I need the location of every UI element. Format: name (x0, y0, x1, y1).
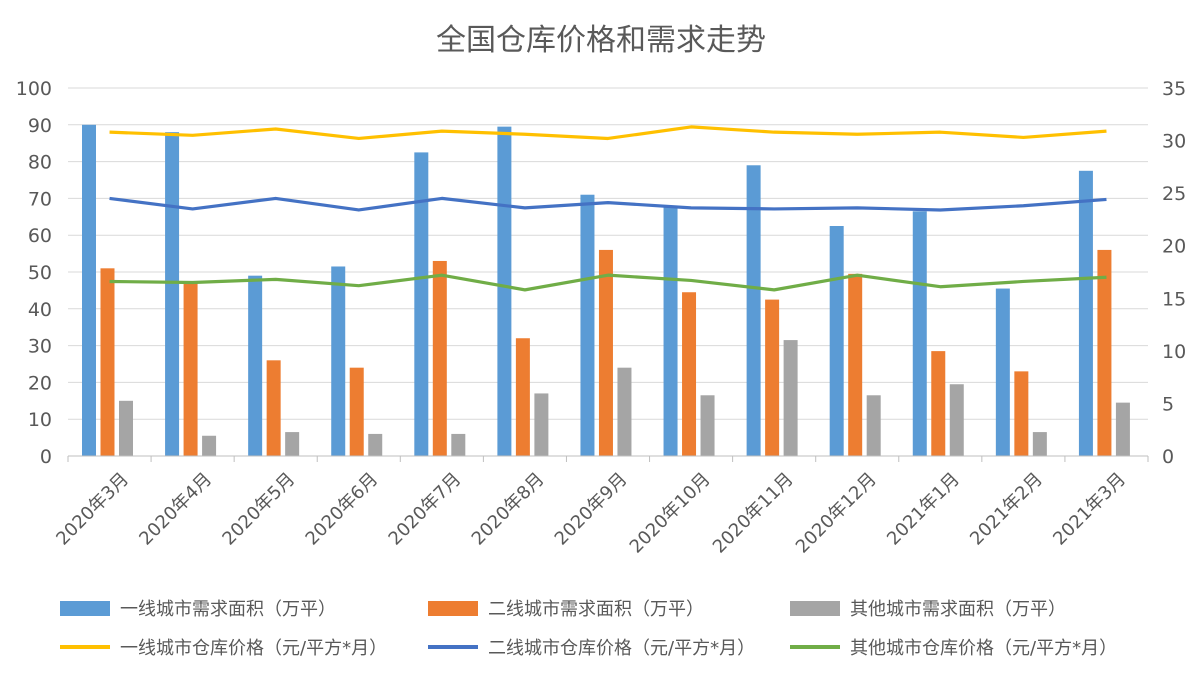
bar-1-11 (912, 211, 927, 456)
legend-swatch-bar-1 (60, 601, 110, 616)
bar-2-9 (765, 299, 780, 456)
x-axis-tick-label: 2020年7月 (385, 469, 466, 550)
x-axis-tick-label: 2020年4月 (135, 469, 216, 550)
left-axis-tick: 10 (28, 409, 52, 431)
line-series-1 (109, 125, 1107, 141)
bar-3-1 (119, 400, 133, 456)
right-axis-tick: 30 (1162, 131, 1186, 153)
right-axis-tick: 5 (1162, 393, 1174, 415)
bar-2-8 (682, 292, 697, 456)
left-axis: 0 10 20 30 40 50 60 70 80 90 100 (16, 78, 52, 468)
bar-3-2 (202, 435, 217, 456)
x-axis-tick-label: 2020年9月 (551, 469, 632, 550)
bar-3-10 (866, 395, 881, 456)
bar-2-3 (266, 360, 281, 456)
left-axis-tick: 0 (40, 446, 52, 468)
bar-2-6 (515, 338, 530, 456)
line-series-3 (109, 273, 1107, 292)
x-axis-tick-label: 2020年11月 (709, 469, 798, 558)
bar-1-4 (331, 266, 346, 456)
right-axis: 0 5 10 15 20 25 30 35 (1162, 78, 1186, 468)
legend-label: 二线城市仓库价格（元/平方*月） (488, 638, 755, 659)
x-axis: 2020年3月 2020年4月 2020年5月 2020年6月 2020年7月 2020年… (52, 455, 1149, 558)
x-axis-tick-label: 2021年2月 (966, 469, 1047, 550)
bar-2-12 (1014, 371, 1029, 456)
bar-1-13 (1078, 170, 1093, 457)
chart-title: 全国仓库价格和需求走势 (436, 23, 766, 58)
bar-1-10 (829, 226, 844, 456)
line-series-2 (109, 196, 1107, 212)
x-axis-tick-label: 2021年3月 (1049, 469, 1130, 550)
right-axis-tick: 15 (1162, 288, 1186, 310)
legend-label: 其他城市需求面积（万平） (850, 599, 1066, 620)
bar-1-1 (82, 124, 96, 457)
bar-2-7 (598, 249, 613, 456)
x-axis-tick-label: 2020年8月 (468, 469, 549, 550)
bar-2-4 (349, 367, 364, 456)
lines (109, 125, 1107, 292)
left-axis-tick: 30 (28, 336, 52, 358)
left-axis-tick: 40 (28, 299, 52, 321)
bar-1-12 (995, 288, 1010, 456)
left-axis-tick: 20 (28, 372, 52, 394)
legend-label: 一线城市需求面积（万平） (120, 599, 336, 620)
bar-3-6 (534, 393, 549, 456)
bar-1-5 (414, 152, 429, 456)
bar-1-6 (497, 126, 512, 456)
bar-2-2 (183, 281, 198, 456)
bar-3-5 (451, 433, 466, 456)
right-axis-tick: 20 (1162, 236, 1186, 258)
left-axis-tick: 80 (28, 152, 52, 174)
right-axis-tick: 0 (1162, 446, 1174, 468)
bar-1-8 (663, 205, 678, 456)
x-axis-tick-label: 2020年3月 (52, 469, 133, 550)
bar-3-7 (617, 367, 632, 456)
x-axis-tick-label: 2020年6月 (302, 469, 383, 550)
bar-2-13 (1097, 249, 1112, 456)
bar-1-7 (580, 194, 595, 456)
x-axis-tick-label: 2021年1月 (883, 469, 964, 550)
left-axis-tick: 50 (28, 262, 52, 284)
legend: 一线城市需求面积（万平） 二线城市需求面积（万平） 其他城市需求面积（万平） 一线城市… (60, 599, 1117, 659)
bar-3-13 (1115, 402, 1130, 456)
right-axis-tick: 25 (1162, 183, 1186, 205)
bar-2-5 (432, 260, 447, 456)
bar-3-3 (285, 432, 300, 456)
bar-3-11 (949, 384, 964, 456)
bar-3-4 (368, 433, 383, 456)
left-axis-tick: 60 (28, 225, 52, 247)
bars (82, 124, 1130, 457)
left-axis-tick: 70 (28, 188, 52, 210)
right-axis-tick: 35 (1162, 78, 1186, 100)
bar-1-3 (248, 275, 263, 456)
bar-2-1 (100, 268, 115, 456)
legend-swatch-bar-3 (790, 601, 840, 616)
x-axis-tick-label: 2020年10月 (626, 469, 715, 558)
legend-label: 其他城市仓库价格（元/平方*月） (850, 638, 1117, 659)
bar-2-10 (848, 273, 863, 456)
legend-label: 二线城市需求面积（万平） (488, 599, 704, 620)
bar-2-11 (931, 351, 946, 456)
bar-1-9 (746, 165, 761, 456)
left-axis-tick: 100 (16, 78, 52, 100)
left-axis-tick: 90 (28, 115, 52, 137)
x-axis-tick-label: 2020年12月 (792, 469, 881, 558)
legend-label: 一线城市仓库价格（元/平方*月） (120, 638, 387, 659)
right-axis-tick: 10 (1162, 341, 1186, 363)
bar-3-8 (700, 395, 715, 456)
x-axis-tick-label: 2020年5月 (218, 469, 299, 550)
bar-3-9 (783, 340, 798, 456)
bar-3-12 (1032, 432, 1047, 456)
bar-1-2 (165, 132, 180, 456)
legend-swatch-bar-2 (428, 601, 478, 616)
